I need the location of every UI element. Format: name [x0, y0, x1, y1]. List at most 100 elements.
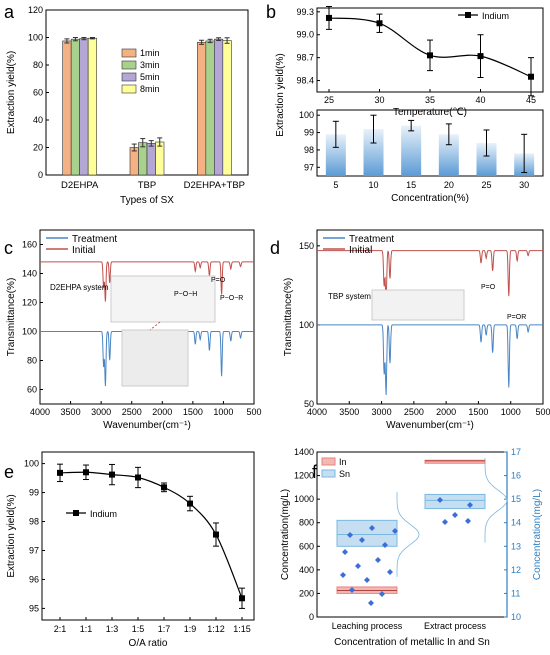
sn-point	[465, 518, 471, 524]
y-right-tick-label: 13	[511, 541, 521, 551]
sn-point	[467, 502, 473, 508]
x-category-label: D2EHPA	[61, 180, 99, 191]
y-right-tick-label: 12	[511, 565, 521, 575]
x-tick-label: 3000	[91, 407, 111, 417]
x-tick-label: 3500	[61, 407, 81, 417]
x-tick-label: 1:15	[233, 624, 251, 634]
legend-marker	[73, 510, 79, 516]
x-tick-label: 4000	[30, 407, 50, 417]
x-tick-label: 1:7	[158, 624, 171, 634]
data-point	[528, 73, 534, 80]
y-axis-title: Transmittance(%)	[6, 278, 17, 357]
data-point	[135, 474, 141, 481]
legend-marker	[465, 12, 471, 18]
y-tick-label: 98	[29, 517, 39, 527]
bar	[214, 38, 224, 176]
bar	[70, 38, 80, 176]
x-tick-label: 2:1	[54, 624, 67, 634]
data-point	[477, 53, 484, 60]
data-point	[427, 52, 433, 59]
sn-box	[336, 519, 398, 547]
x-tick-label: 10	[368, 180, 378, 190]
x-tick-label: 4000	[307, 407, 327, 417]
x-tick-label: 500	[246, 407, 261, 417]
spectrum-initial	[317, 250, 543, 302]
structure-box	[371, 289, 465, 321]
y-tick-label: 80	[33, 60, 43, 70]
x-axis-title: O/A ratio	[129, 638, 168, 649]
y-tick-label: 200	[299, 588, 314, 598]
legend-label: Treatment	[349, 234, 394, 245]
bar	[205, 40, 215, 176]
bar	[197, 42, 207, 176]
y-right-tick-label: 16	[511, 471, 521, 481]
sn-point	[359, 537, 365, 543]
x-category-label: Extract process	[424, 621, 487, 631]
peak-label: P−O−H	[174, 291, 197, 298]
x-tick-label: 20	[444, 180, 454, 190]
sn-point	[437, 497, 443, 503]
x-tick-label: 30	[374, 95, 384, 105]
plot-frame	[41, 451, 255, 621]
bar	[222, 40, 232, 176]
data-point	[187, 500, 193, 507]
plot-frame	[39, 229, 255, 405]
y-tick-label: 80	[27, 356, 37, 366]
y-tick-label: 99	[29, 488, 39, 498]
x-tick-label: 1500	[468, 407, 488, 417]
x-tick-label: 5	[333, 180, 338, 190]
panel-letter: e	[4, 462, 14, 482]
y-tick-label: 50	[304, 399, 314, 409]
structure-box-initial	[110, 275, 216, 323]
y-tick-label: 98.7	[296, 53, 314, 63]
data-point	[109, 471, 115, 478]
y-tick-label: 100	[28, 33, 43, 43]
sn-point	[342, 549, 348, 555]
sn-point	[340, 572, 346, 578]
sn-point	[379, 591, 385, 597]
y-tick-label: 98.4	[296, 76, 314, 86]
plot-frame	[316, 229, 544, 405]
x-tick-label: 40	[475, 95, 485, 105]
y-tick-label: 98	[304, 145, 314, 155]
bar	[79, 38, 89, 176]
sn-distribution-curve	[396, 492, 420, 577]
bar	[146, 143, 156, 176]
x-tick-label: 15	[406, 180, 416, 190]
y-tick-label: 100	[22, 327, 37, 337]
x-tick-label: 25	[324, 95, 334, 105]
y-tick-label: 400	[299, 565, 314, 575]
legend-swatch	[121, 84, 137, 94]
x-tick-label: 1:5	[132, 624, 145, 634]
y-tick-label: 1000	[294, 494, 314, 504]
x-tick-label: 1500	[183, 407, 203, 417]
sn-point	[347, 532, 353, 538]
y-axis-title: Extraction yield(%)	[6, 51, 17, 134]
data-point	[57, 469, 63, 476]
x-tick-label: 2000	[152, 407, 172, 417]
legend-swatch	[321, 469, 336, 478]
x-tick-label: 1:12	[207, 624, 225, 634]
x-axis-title: Wavenumber(cm⁻¹)	[103, 420, 191, 431]
panel-letter: b	[266, 2, 276, 22]
bar	[62, 40, 72, 176]
bar	[476, 143, 497, 176]
legend-label: 1min	[140, 48, 160, 58]
y-tick-label: 97	[29, 545, 39, 555]
legend-label: 3min	[140, 60, 160, 70]
sn-point	[442, 519, 448, 525]
bar	[87, 37, 97, 176]
y-axis-right-title: Concentration(mg/L)	[532, 489, 543, 580]
spectrum-initial	[40, 261, 254, 302]
y-tick-label: 140	[22, 269, 37, 279]
y-tick-label: 100	[24, 459, 39, 469]
panel-letter: a	[4, 2, 15, 22]
legend-label: Initial	[72, 245, 95, 256]
y-tick-label: 100	[299, 110, 314, 120]
x-tick-label: 1:1	[80, 624, 93, 634]
y-tick-label: 96	[29, 574, 39, 584]
y-tick-label: 60	[33, 88, 43, 98]
peak-label: P=O	[481, 284, 496, 291]
y-tick-label: 0	[38, 170, 43, 180]
y-tick-label: 800	[299, 518, 314, 528]
